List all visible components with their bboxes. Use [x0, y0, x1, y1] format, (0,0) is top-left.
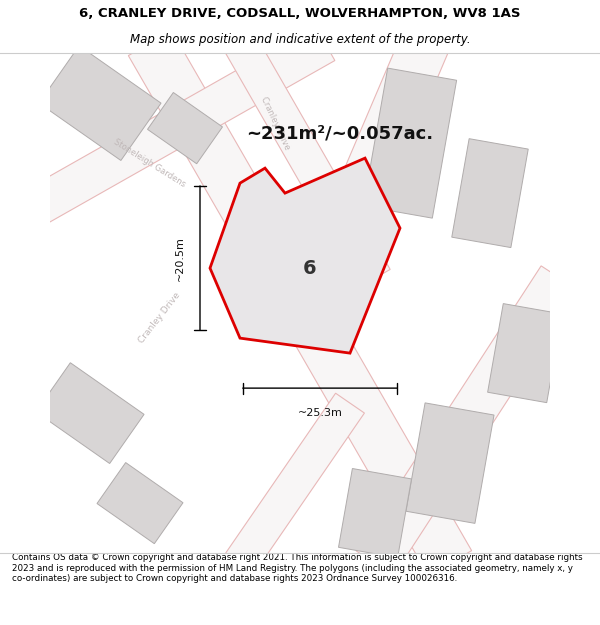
Text: Cranley Drive: Cranley Drive [259, 95, 291, 151]
Polygon shape [225, 34, 390, 287]
Polygon shape [36, 362, 144, 464]
Polygon shape [128, 31, 472, 576]
Polygon shape [148, 92, 223, 164]
Text: Stoneleigh Gardens: Stoneleigh Gardens [112, 138, 188, 189]
Text: ~25.3m: ~25.3m [298, 408, 343, 418]
Polygon shape [364, 68, 457, 218]
Polygon shape [97, 462, 183, 544]
Polygon shape [302, 33, 448, 288]
Text: 6, CRANLEY DRIVE, CODSALL, WOLVERHAMPTON, WV8 1AS: 6, CRANLEY DRIVE, CODSALL, WOLVERHAMPTON… [79, 7, 521, 20]
Text: Cranley Drive: Cranley Drive [137, 291, 182, 346]
Polygon shape [15, 26, 335, 231]
Polygon shape [226, 393, 364, 573]
Text: 6: 6 [303, 259, 317, 278]
Polygon shape [356, 266, 579, 576]
Polygon shape [338, 469, 412, 558]
Polygon shape [488, 304, 562, 402]
Polygon shape [39, 46, 161, 161]
Text: ~20.5m: ~20.5m [175, 236, 185, 281]
Polygon shape [210, 158, 400, 353]
Text: Contains OS data © Crown copyright and database right 2021. This information is : Contains OS data © Crown copyright and d… [12, 553, 583, 583]
Text: ~231m²/~0.057ac.: ~231m²/~0.057ac. [247, 124, 434, 142]
Text: Map shows position and indicative extent of the property.: Map shows position and indicative extent… [130, 33, 470, 46]
Polygon shape [406, 403, 494, 523]
Polygon shape [452, 139, 528, 248]
